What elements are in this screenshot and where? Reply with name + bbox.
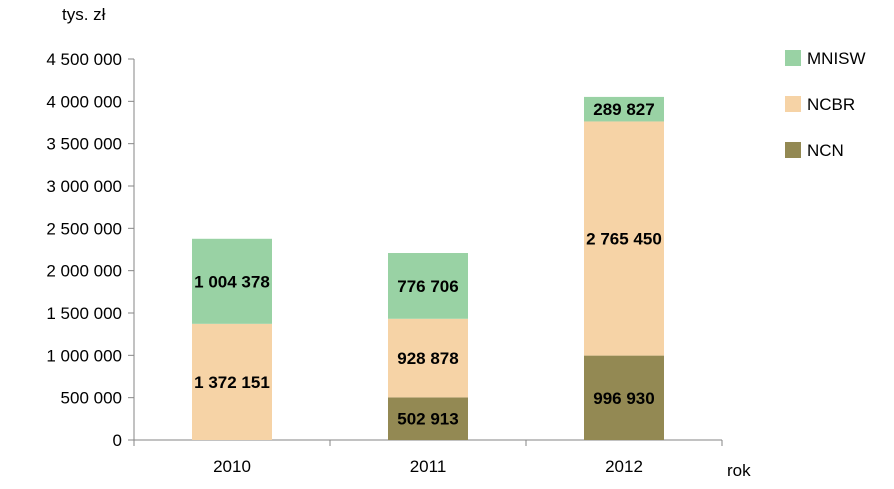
y-tick-label: 3 000 000 [46,177,122,196]
bar-segment-ncn-2012 [584,355,664,440]
data-label-ncbr-2012: 2 765 450 [586,230,662,249]
legend-label-ncbr: NCBR [807,95,855,114]
bar-segment-ncbr-2010 [192,323,272,440]
data-label-ncbr-2011: 928 878 [397,349,458,368]
y-tick-label: 4 000 000 [46,92,122,111]
y-tick-label: 1 500 000 [46,304,122,323]
x-axis-label: rok [727,461,751,480]
bar-segment-mnisw-2012 [584,96,664,122]
bar-segment-ncn-2011 [388,397,468,440]
data-label-mnisw-2011: 776 706 [397,277,458,296]
data-label-mnisw-2012: 289 827 [593,100,654,119]
bar-segment-ncbr-2012 [584,121,664,356]
x-tick-label: 2011 [410,457,447,476]
data-label-ncn-2011: 502 913 [397,410,458,429]
legend-swatch-ncn [785,142,801,158]
bar-segment-ncbr-2011 [388,318,468,398]
legend: MNISW NCBR NCN [785,49,866,160]
y-tick-label: 500 000 [61,389,122,408]
y-tick-label: 2 000 000 [46,262,122,281]
y-tick-label: 1 000 000 [46,346,122,365]
y-tick-label: 3 500 000 [46,135,122,154]
x-tick-label: 2010 [213,457,251,476]
data-label-ncbr-2010: 1 372 151 [194,373,270,392]
legend-label-mnisw: MNISW [807,49,866,68]
bar-segment-mnisw-2011 [388,253,468,319]
axes: 0 500 000 1 000 000 1 500 000 2 000 000 2 500… [46,50,723,476]
legend-swatch-mnisw [785,50,801,66]
y-tick-label: 2 500 000 [46,219,122,238]
bar-segment-mnisw-2010 [192,238,272,324]
y-axis-unit-label: tys. zł [62,5,106,24]
data-label-mnisw-2010: 1 004 378 [194,272,270,291]
bars: 1 372 151 1 004 378 502 913 928 878 776 706 9… [192,96,664,440]
y-tick-label: 0 [113,431,122,450]
data-label-ncn-2012: 996 930 [593,389,654,408]
x-tick-label: 2012 [605,457,643,476]
legend-swatch-ncbr [785,96,801,112]
legend-label-ncn: NCN [807,141,844,160]
y-tick-label: 4 500 000 [46,50,122,69]
